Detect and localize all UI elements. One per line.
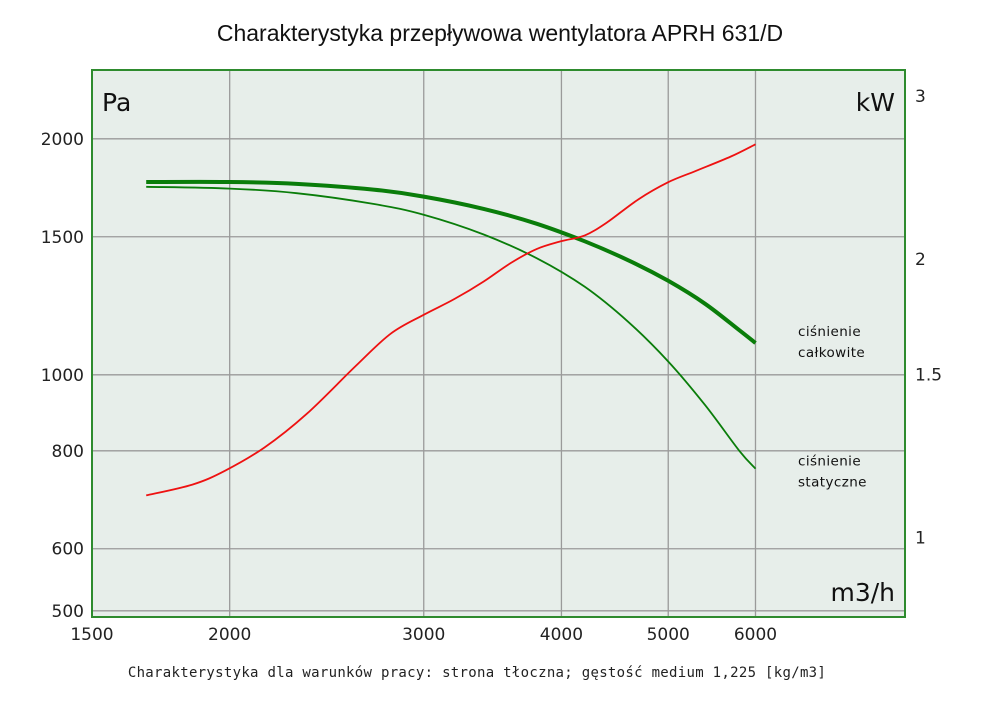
y2-tick-label: 1.5 — [915, 365, 942, 385]
y2-axis-ticks: 1 1.5 2 3 — [915, 87, 942, 548]
y-axis-ticks: 500 600 800 1000 1500 2000 — [41, 130, 84, 622]
y-axis-unit-label: Pa — [102, 88, 131, 117]
y-tick-label: 1000 — [41, 366, 84, 386]
x-tick-label: 3000 — [402, 625, 445, 645]
plot-area — [92, 70, 905, 617]
y-tick-label: 800 — [52, 442, 84, 462]
x-tick-label: 4000 — [540, 625, 583, 645]
y-tick-label: 2000 — [41, 130, 84, 150]
static-pressure-curve — [146, 185, 757, 470]
static-pressure-label: ciśnienie — [798, 454, 861, 470]
y-tick-label: 1500 — [41, 228, 84, 248]
y-tick-label: 600 — [52, 540, 84, 560]
x-tick-label: 6000 — [734, 625, 777, 645]
grid — [92, 70, 905, 617]
total-pressure-curve — [146, 179, 757, 345]
chart-subtitle: Charakterystyka dla warunków pracy: stro… — [128, 665, 826, 681]
y2-tick-label: 2 — [915, 250, 926, 270]
static-pressure-label: statyczne — [798, 475, 867, 491]
total-pressure-label: całkowite — [798, 345, 865, 361]
x-tick-label: 5000 — [647, 625, 690, 645]
total-pressure-label: ciśnienie — [798, 324, 861, 340]
y2-axis-unit-label: kW — [856, 88, 895, 117]
plot-frame — [91, 69, 906, 618]
x-axis-unit-label: m3/h — [830, 578, 895, 607]
y-tick-label: 500 — [52, 602, 84, 622]
x-tick-label: 2000 — [208, 625, 251, 645]
power-curve — [145, 143, 756, 497]
x-axis-ticks: 1500 2000 3000 4000 5000 6000 — [70, 625, 777, 645]
curves — [145, 143, 757, 497]
chart-title: Charakterystyka przepływowa wentylatora … — [217, 20, 783, 46]
y2-tick-label: 1 — [915, 528, 926, 548]
curve-annotations: ciśnienie całkowite ciśnienie statyczne — [798, 324, 867, 491]
x-tick-label: 1500 — [70, 625, 113, 645]
y2-tick-label: 3 — [915, 87, 926, 107]
